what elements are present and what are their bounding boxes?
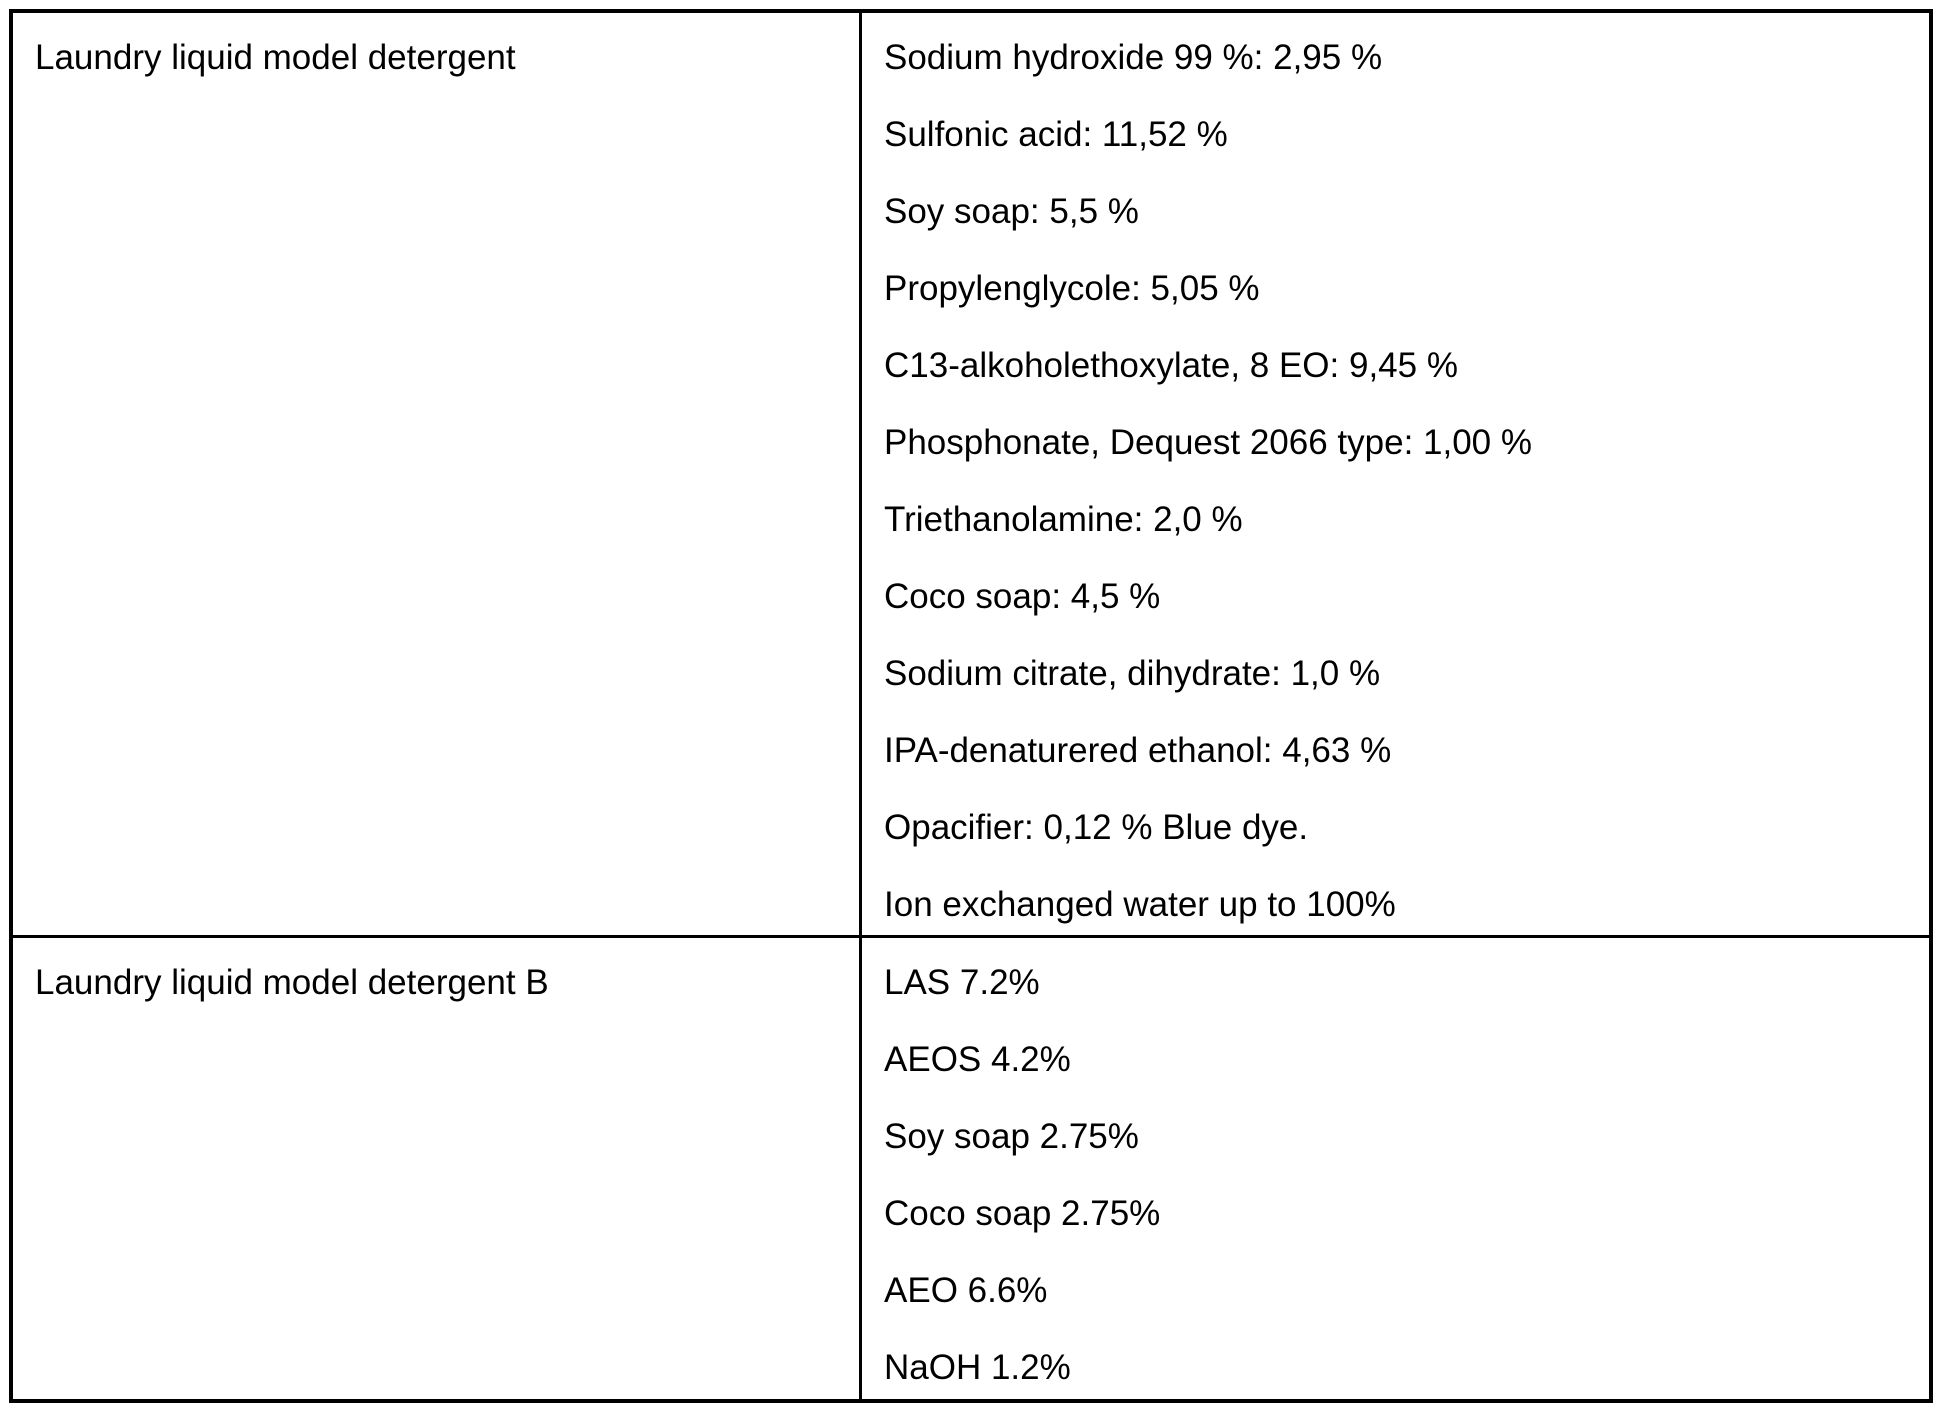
detergent-name: Laundry liquid model detergent B [35,963,549,1002]
ingredient-line: Ion exchanged water up to 100% [884,885,1396,924]
ingredient-line: AEO 6.6% [884,1271,1048,1310]
ingredient-line: AEOS 4.2% [884,1040,1071,1079]
table-row-1-label-cell: Laundry liquid model detergent [13,13,862,938]
table-row-2-label-cell: Laundry liquid model detergent B [13,938,862,1399]
ingredient-line: LAS 7.2% [884,963,1040,1002]
ingredient-line: NaOH 1.2% [884,1348,1071,1387]
ingredient-line: Coco soap 2.75% [884,1194,1161,1233]
ingredient-line: Coco soap: 4,5 % [884,577,1161,616]
ingredient-line: IPA-denaturered ethanol: 4,63 % [884,731,1392,770]
ingredient-line: Sodium hydroxide 99 %: 2,95 % [884,38,1383,77]
ingredient-line: Triethanolamine: 2,0 % [884,500,1243,539]
ingredient-line: Sulfonic acid: 11,52 % [884,115,1228,154]
detergent-name: Laundry liquid model detergent [35,38,516,77]
ingredient-line: Phosphonate, Dequest 2066 type: 1,00 % [884,423,1532,462]
table-row-2-ingredients-cell: LAS 7.2% AEOS 4.2% Soy soap 2.75% Coco s… [862,938,1929,1399]
ingredient-line: Propylenglycole: 5,05 % [884,269,1260,308]
ingredient-line: C13-alkoholethoxylate, 8 EO: 9,45 % [884,346,1458,385]
ingredient-line: Soy soap: 5,5 % [884,192,1139,231]
table-row-1-ingredients-cell: Sodium hydroxide 99 %: 2,95 % Sulfonic a… [862,13,1929,938]
ingredient-line: Opacifier: 0,12 % Blue dye. [884,808,1309,847]
ingredient-line: Sodium citrate, dihydrate: 1,0 % [884,654,1381,693]
ingredient-line: Soy soap 2.75% [884,1117,1139,1156]
formulation-table: Laundry liquid model detergent Sodium hy… [9,9,1933,1403]
